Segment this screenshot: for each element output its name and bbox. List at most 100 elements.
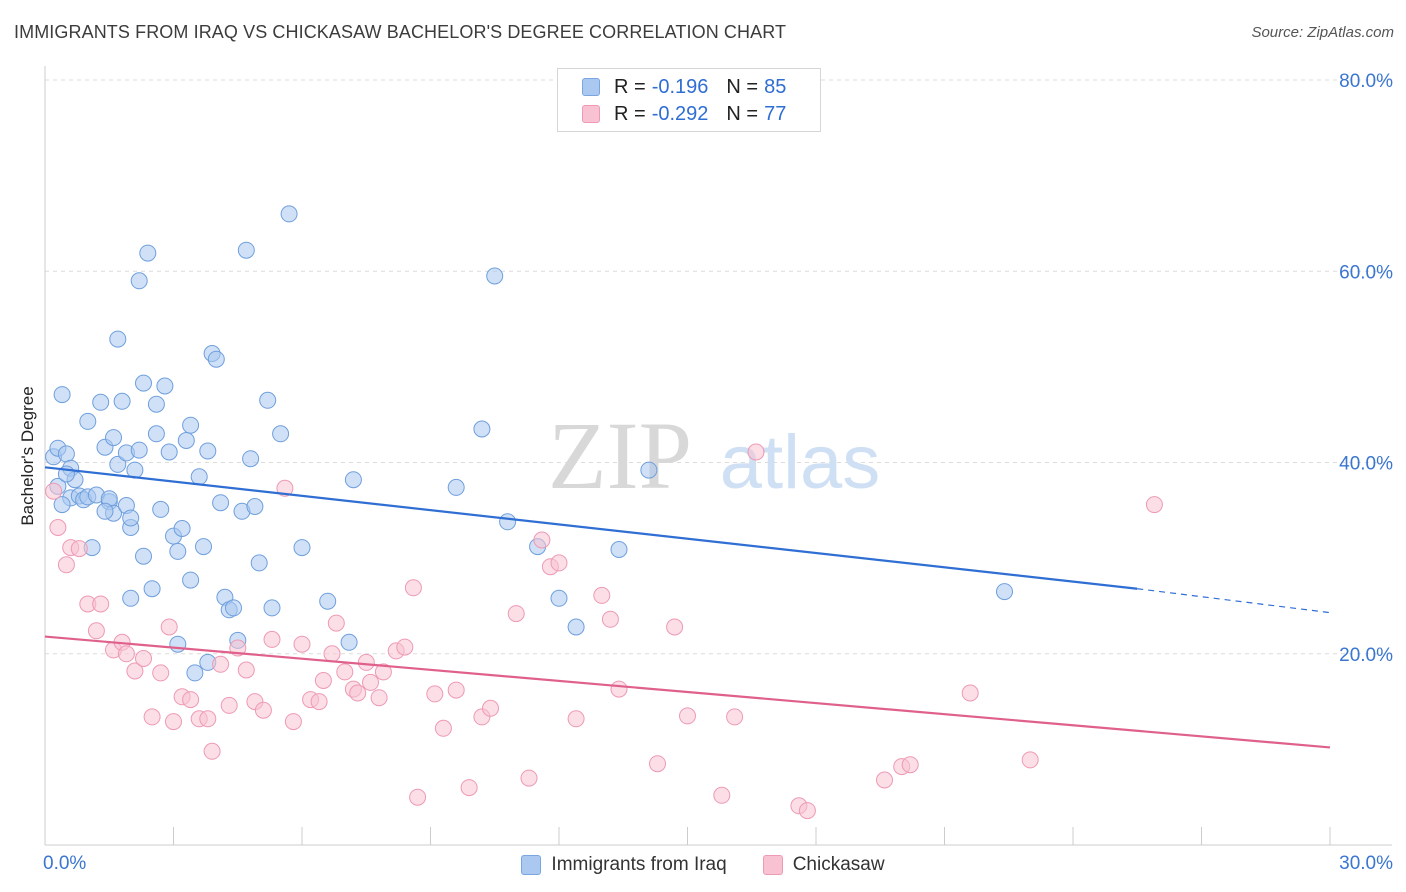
data-point-chickasaw [409, 788, 427, 806]
data-point-chickasaw [567, 710, 585, 728]
legend-row-iraq: R = -0.196 N = 85 [582, 75, 786, 99]
data-point-chickasaw [460, 779, 478, 797]
legend-n-value: 85 [764, 75, 787, 98]
data-point-iraq [113, 392, 131, 410]
data-point-chickasaw [323, 645, 341, 663]
data-point-iraq [272, 425, 290, 443]
data-point-iraq [340, 633, 358, 651]
legend-n-label: N = [726, 102, 759, 125]
data-point-chickasaw [1145, 496, 1163, 514]
data-point-iraq [105, 429, 122, 447]
data-point-iraq [199, 442, 217, 460]
data-point-chickasaw [314, 672, 332, 689]
data-point-chickasaw [610, 680, 628, 698]
data-point-iraq [122, 589, 140, 607]
data-point-iraq [280, 205, 298, 223]
data-point-iraq [207, 350, 225, 368]
data-point-chickasaw [713, 786, 731, 804]
data-point-iraq [195, 538, 212, 556]
data-point-iraq [242, 450, 260, 468]
data-point-iraq [186, 664, 204, 682]
data-point-iraq [225, 599, 242, 617]
data-point-iraq [135, 374, 152, 392]
legend-r-value: -0.196 [651, 75, 709, 98]
data-point-chickasaw [901, 756, 919, 774]
data-point-chickasaw [143, 708, 161, 726]
data-point-chickasaw [237, 661, 255, 679]
data-point-chickasaw [212, 655, 230, 673]
data-point-iraq [263, 599, 281, 617]
source-label: Source: ZipAtlas.com [1251, 24, 1394, 41]
data-point-chickasaw [70, 540, 88, 558]
data-point-iraq [122, 509, 140, 527]
data-point-iraq [143, 580, 161, 598]
legend-swatch-chickasaw [582, 105, 600, 123]
data-point-chickasaw [666, 618, 684, 636]
data-point-chickasaw [362, 673, 379, 691]
data-point-iraq [53, 496, 71, 514]
data-point-chickasaw [57, 556, 75, 574]
data-point-iraq [344, 471, 362, 489]
data-point-iraq [96, 502, 114, 520]
data-point-iraq [79, 412, 97, 430]
data-point-iraq [53, 386, 71, 404]
legend-r-label: R = [614, 102, 646, 125]
data-point-chickasaw [126, 662, 144, 680]
data-point-iraq [147, 395, 165, 413]
legend-swatch-iraq [521, 855, 542, 875]
data-point-chickasaw [349, 684, 367, 702]
legend-item-iraq: Immigrants from Iraq [521, 854, 727, 876]
data-point-iraq [567, 618, 585, 636]
data-point-chickasaw [327, 614, 345, 632]
data-point-chickasaw [199, 710, 217, 728]
data-point-chickasaw [798, 802, 816, 820]
data-point-iraq [169, 542, 187, 560]
data-point-chickasaw [447, 681, 465, 699]
data-point-chickasaw [49, 519, 67, 536]
grid-layer [45, 79, 1392, 655]
data-point-iraq [109, 330, 127, 348]
legend-n-value: 77 [764, 102, 787, 125]
axes-layer [44, 66, 1392, 846]
data-point-iraq [259, 391, 277, 409]
legend-n-label: N = [726, 75, 759, 98]
tick-labels: 20.0% 40.0% 60.0% 80.0% 0.0% 30.0% [43, 71, 1393, 874]
watermark-zip: ZIP [548, 402, 692, 509]
data-point-chickasaw [263, 630, 281, 648]
data-point-chickasaw [374, 663, 392, 681]
data-point-chickasaw [254, 701, 272, 719]
data-point-chickasaw [1021, 751, 1039, 769]
data-point-iraq [156, 377, 174, 395]
correlation-legend: R = -0.196 N = 85 R = -0.292 N = 77 [557, 68, 821, 132]
data-point-chickasaw [593, 586, 611, 604]
y-tick-label: 80.0% [1339, 71, 1393, 92]
data-point-iraq [550, 589, 568, 607]
legend-row-chickasaw: R = -0.292 N = 77 [582, 102, 786, 126]
data-point-chickasaw [482, 699, 499, 717]
data-point-chickasaw [876, 771, 893, 789]
data-point-iraq [319, 592, 337, 610]
data-point-iraq [173, 520, 191, 537]
y-axis-label: Bachelor's Degree [18, 386, 37, 526]
data-point-iraq [130, 272, 148, 290]
data-point-chickasaw [404, 579, 422, 597]
data-point-iraq [486, 267, 504, 285]
data-point-chickasaw [276, 479, 294, 497]
data-point-chickasaw [550, 554, 568, 572]
data-point-iraq [177, 432, 195, 449]
data-point-chickasaw [182, 691, 200, 709]
data-point-chickasaw [45, 482, 63, 500]
data-point-chickasaw [336, 663, 354, 681]
data-point-chickasaw [87, 622, 105, 640]
data-point-iraq [92, 393, 110, 411]
data-point-chickasaw [165, 713, 182, 731]
data-point-iraq [996, 583, 1013, 601]
data-point-chickasaw [396, 638, 414, 656]
data-point-iraq [152, 500, 170, 518]
data-point-chickasaw [520, 769, 538, 787]
data-point-chickasaw [601, 610, 619, 628]
trend-line-iraq-extension [1137, 588, 1331, 614]
y-tick-label: 40.0% [1339, 454, 1393, 475]
data-point-chickasaw [533, 531, 551, 549]
